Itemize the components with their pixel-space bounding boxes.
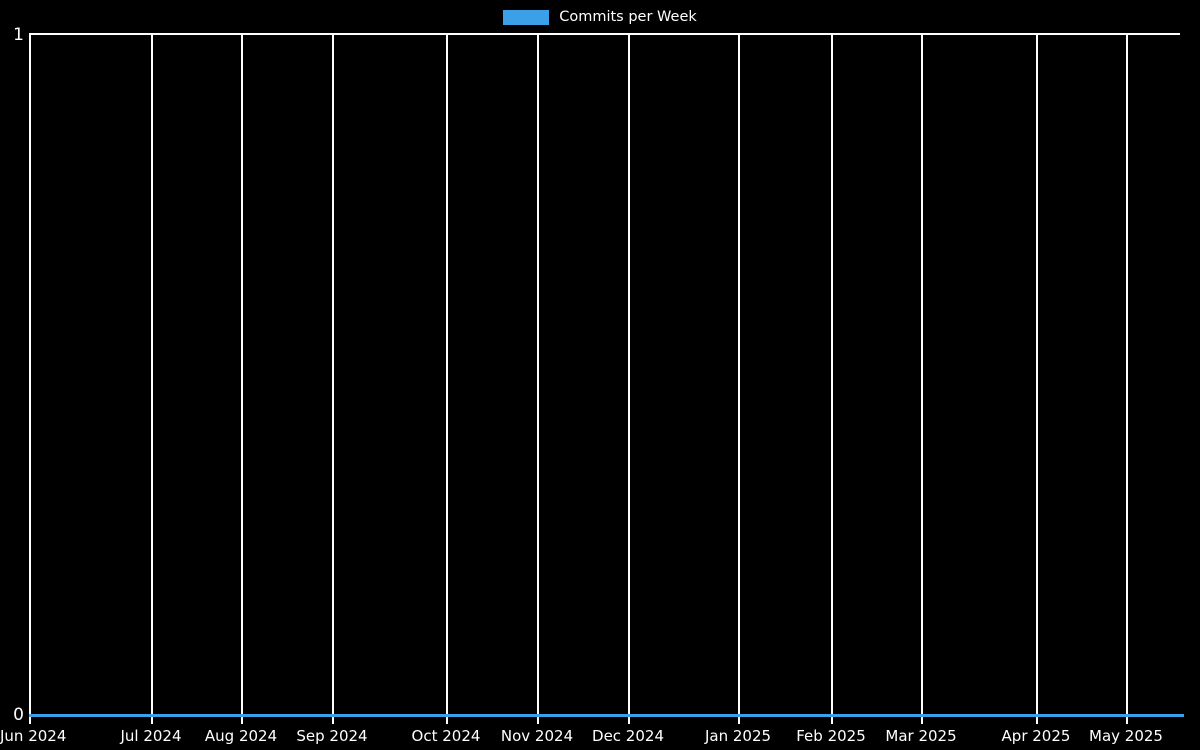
x-axis-tick-label: Sep 2024 [296,727,368,745]
gridline-vertical [537,34,539,724]
x-axis-tick-label: May 2025 [1089,727,1163,745]
y-axis-tick-max: 1 [13,25,24,45]
x-axis-tick-label: Mar 2025 [885,727,957,745]
gridline-vertical [241,34,243,724]
series-line-commits-per-week [29,714,1184,717]
y-axis-tick-min: 0 [13,705,24,725]
gridline-vertical [628,34,630,724]
x-axis-tick-label: Jun 2024 [0,727,67,745]
gridline-vertical [446,34,448,724]
x-axis-tick-label: Feb 2025 [796,727,866,745]
gridline-vertical [151,34,153,724]
gridline-vertical [1126,34,1128,724]
legend-entry-commits-per-week[interactable]: Commits per Week [503,8,697,25]
gridline-vertical [921,34,923,724]
gridline-vertical [831,34,833,724]
axis-top-line [29,33,1180,35]
x-axis-tick-label: Nov 2024 [500,727,574,745]
legend-swatch-icon [503,9,550,25]
x-axis-tick-label: Aug 2024 [204,727,278,745]
legend-label: Commits per Week [559,8,697,25]
gridline-vertical [1036,34,1038,724]
x-axis-tick-label: Apr 2025 [1001,727,1071,745]
axis-left-line [29,34,31,724]
chart-legend: Commits per Week [0,4,1200,30]
x-axis-tick-label: Jul 2024 [120,727,182,745]
x-axis-tick-label: Oct 2024 [411,727,481,745]
gridline-vertical [738,34,740,724]
x-axis-tick-label: Dec 2024 [592,727,664,745]
x-axis-tick-label: Jan 2025 [704,727,772,745]
gridline-vertical [332,34,334,724]
